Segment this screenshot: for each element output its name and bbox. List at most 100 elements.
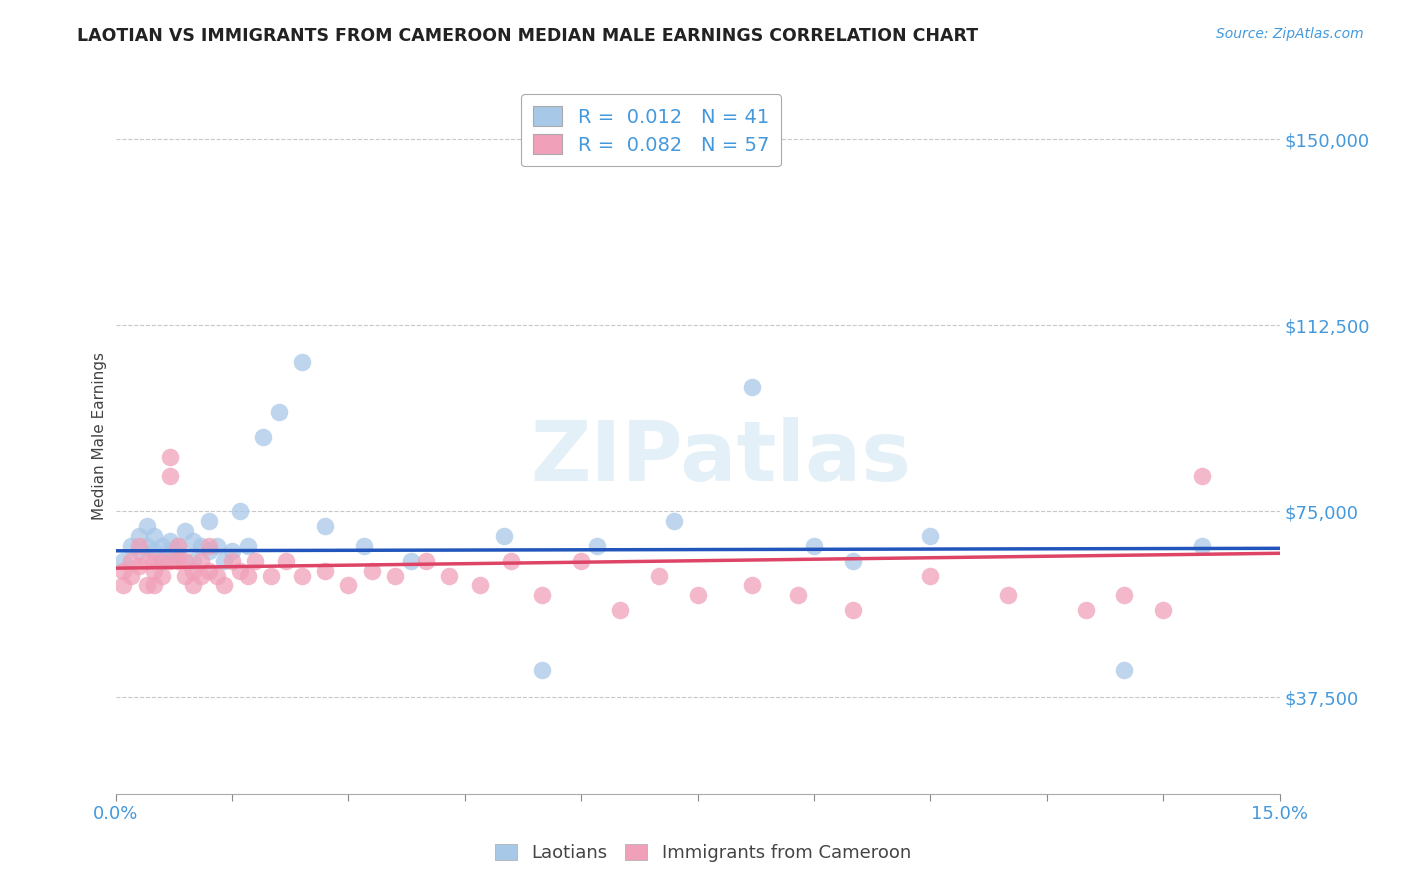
Point [159, 543, 181, 558]
Point [1152, 603, 1174, 617]
Point [181, 554, 204, 568]
Point [245, 554, 267, 568]
Point [741, 380, 763, 394]
Point [128, 539, 150, 553]
Point [221, 554, 243, 568]
Point [120, 568, 142, 582]
Point [205, 568, 228, 582]
Point [236, 539, 259, 553]
Point [276, 554, 298, 568]
Point [166, 554, 188, 568]
Point [221, 543, 243, 558]
Point [252, 430, 274, 444]
Point [531, 663, 554, 677]
Point [585, 539, 607, 553]
Point [384, 568, 406, 582]
Point [128, 529, 150, 543]
Point [569, 554, 592, 568]
Point [741, 578, 763, 592]
Point [291, 355, 314, 369]
Point [166, 539, 188, 553]
Point [1074, 603, 1097, 617]
Y-axis label: Median Male Earnings: Median Male Earnings [93, 351, 107, 519]
Text: LAOTIAN VS IMMIGRANTS FROM CAMEROON MEDIAN MALE EARNINGS CORRELATION CHART: LAOTIAN VS IMMIGRANTS FROM CAMEROON MEDI… [77, 27, 979, 45]
Point [314, 564, 336, 578]
Point [181, 578, 204, 592]
Point [150, 554, 173, 568]
Point [159, 554, 181, 568]
Point [314, 519, 336, 533]
Point [842, 554, 865, 568]
Point [150, 568, 173, 582]
Point [260, 568, 283, 582]
Point [1114, 663, 1136, 677]
Point [337, 578, 360, 592]
Point [135, 578, 157, 592]
Point [159, 469, 181, 483]
Point [648, 568, 671, 582]
Point [174, 554, 197, 568]
Point [360, 564, 382, 578]
Point [236, 568, 259, 582]
Point [112, 578, 135, 592]
Point [470, 578, 492, 592]
Point [501, 554, 523, 568]
Point [197, 543, 219, 558]
Point [267, 405, 290, 419]
Point [997, 588, 1019, 602]
Point [197, 539, 219, 553]
Point [609, 603, 631, 617]
Point [399, 554, 422, 568]
Point [920, 568, 942, 582]
Point [135, 539, 157, 553]
Point [197, 564, 219, 578]
Point [190, 539, 212, 553]
Text: Source: ZipAtlas.com: Source: ZipAtlas.com [1216, 27, 1364, 41]
Point [190, 568, 212, 582]
Legend: Laotians, Immigrants from Cameroon: Laotians, Immigrants from Cameroon [488, 837, 918, 870]
Point [135, 554, 157, 568]
Point [120, 539, 142, 553]
Point [174, 568, 197, 582]
Point [214, 554, 236, 568]
Point [415, 554, 437, 568]
Point [686, 588, 709, 602]
Point [1114, 588, 1136, 602]
Point [150, 539, 173, 553]
Point [135, 519, 157, 533]
Point [787, 588, 810, 602]
Point [205, 539, 228, 553]
Point [143, 578, 166, 592]
Point [842, 603, 865, 617]
Point [181, 533, 204, 548]
Point [197, 514, 219, 528]
Point [143, 529, 166, 543]
Point [159, 450, 181, 464]
Point [159, 533, 181, 548]
Point [143, 543, 166, 558]
Point [128, 543, 150, 558]
Point [214, 578, 236, 592]
Point [174, 524, 197, 538]
Point [143, 564, 166, 578]
Point [166, 539, 188, 553]
Point [150, 554, 173, 568]
Point [920, 529, 942, 543]
Point [439, 568, 461, 582]
Point [492, 529, 515, 543]
Point [1191, 469, 1213, 483]
Point [166, 549, 188, 563]
Point [531, 588, 554, 602]
Point [120, 554, 142, 568]
Legend: R =  0.012   N = 41, R =  0.082   N = 57: R = 0.012 N = 41, R = 0.082 N = 57 [522, 95, 780, 167]
Point [229, 564, 252, 578]
Point [1191, 539, 1213, 553]
Point [664, 514, 686, 528]
Point [190, 554, 212, 568]
Point [803, 539, 825, 553]
Point [112, 564, 135, 578]
Text: ZIPatlas: ZIPatlas [530, 417, 911, 498]
Point [291, 568, 314, 582]
Point [143, 554, 166, 568]
Point [229, 504, 252, 518]
